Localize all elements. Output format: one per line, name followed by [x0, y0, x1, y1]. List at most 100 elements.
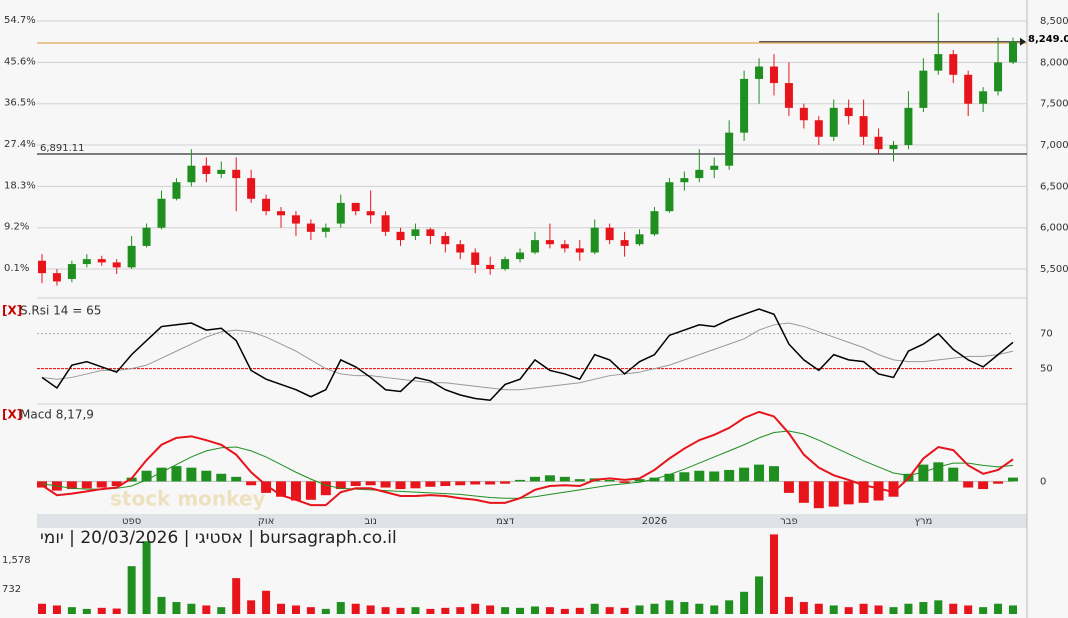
- candle-body: [67, 264, 76, 279]
- volume-bar: [949, 603, 958, 614]
- volume-bar: [67, 607, 76, 614]
- candle-body: [725, 132, 734, 166]
- macd-histogram-bar: [843, 481, 854, 505]
- volume-bar: [784, 596, 793, 614]
- candle-body: [351, 202, 360, 212]
- y2-tick-label: 18.3%: [4, 180, 36, 191]
- volume-bar: [471, 603, 480, 614]
- volume-bar: [112, 608, 121, 614]
- candle-body: [112, 262, 121, 268]
- macd-histogram-bar: [933, 462, 944, 482]
- volume-bar: [516, 607, 525, 614]
- volume-bar: [560, 608, 569, 614]
- candle-body: [336, 202, 345, 224]
- last-price-label: 8,249.00: [1028, 34, 1068, 45]
- y2-tick-label: 45.6%: [4, 56, 36, 67]
- macd-histogram-bar: [261, 481, 272, 493]
- volume-bar: [187, 603, 196, 614]
- volume-bar: [575, 607, 584, 614]
- volume-bar: [97, 607, 106, 614]
- volume-bar: [814, 603, 823, 614]
- volume-bar: [859, 603, 868, 614]
- rsi-average-line: [41, 322, 1014, 391]
- macd-histogram-bar: [470, 481, 481, 485]
- candle-body: [202, 165, 211, 174]
- volume-bar: [247, 600, 256, 614]
- macd-histogram-bar: [500, 481, 511, 484]
- candle-body: [680, 178, 689, 183]
- y2-tick-label: 9.2%: [4, 222, 29, 233]
- volume-bar: [157, 596, 166, 614]
- candle-body: [187, 165, 196, 183]
- macd-histogram-bar: [918, 464, 929, 482]
- candle-body: [321, 227, 330, 232]
- candle-body: [799, 107, 808, 121]
- macd-histogram-bar: [619, 481, 630, 483]
- volume-bar: [964, 605, 973, 614]
- candle-body: [217, 169, 226, 174]
- candle-body: [665, 182, 674, 212]
- y-tick-label: 6,500: [1040, 181, 1068, 192]
- macd-histogram-bar: [544, 475, 555, 482]
- macd-histogram-bar: [365, 481, 376, 486]
- watermark: stock monkey: [110, 487, 266, 511]
- candle-body: [127, 245, 136, 268]
- macd-histogram-bar: [559, 476, 570, 482]
- candle-body: [38, 260, 46, 274]
- volume-bar: [82, 608, 91, 614]
- macd-histogram-bar: [694, 470, 705, 482]
- volume-bar: [695, 603, 704, 614]
- volume-bar: [336, 602, 345, 614]
- volume-bar: [411, 607, 420, 614]
- volume-bar: [52, 605, 61, 614]
- y2-tick-label: 27.4%: [4, 139, 36, 150]
- volume-bar: [142, 541, 151, 614]
- macd-tick-label: 0: [1040, 476, 1046, 487]
- rsi-line: [41, 308, 1014, 402]
- macd-histogram-bar: [231, 476, 242, 482]
- macd-histogram-bar: [813, 481, 824, 509]
- volume-bar: [650, 603, 659, 614]
- macd-line: [41, 410, 1014, 507]
- chart-title: bursagraph.co.il | אסטיגי | 20/03/2026 |…: [40, 528, 397, 548]
- panel-title: S.Rsi 14 = 65: [20, 304, 101, 318]
- macd-histogram-bar: [156, 467, 167, 482]
- macd-histogram-bar: [664, 473, 675, 482]
- candle-body: [366, 211, 375, 216]
- y2-tick-label: 36.5%: [4, 98, 36, 109]
- macd-histogram-bar: [141, 470, 152, 482]
- volume-bar: [799, 602, 808, 614]
- volume-bar: [426, 608, 435, 614]
- x-tick-label: 2026: [642, 516, 667, 527]
- candle-body: [441, 235, 450, 245]
- macd-histogram-bar: [724, 469, 735, 482]
- horizontal-line-label: 6,891.11: [40, 143, 85, 154]
- candle-body: [306, 223, 315, 232]
- candle-body: [844, 107, 853, 117]
- macd-histogram-bar: [395, 481, 406, 490]
- panel-close[interactable]: [X]: [2, 304, 22, 318]
- y-tick-label: 8,500: [1040, 16, 1068, 27]
- panel-close[interactable]: [X]: [2, 408, 22, 422]
- rsi-tick-label: 70: [1040, 329, 1053, 340]
- macd-histogram-bar: [798, 481, 809, 503]
- volume-bar: [441, 607, 450, 614]
- y2-tick-label: 0.1%: [4, 263, 29, 274]
- volume-bar: [994, 603, 1003, 614]
- volume-bar: [321, 608, 330, 614]
- x-tick-label: אוק: [258, 516, 275, 527]
- macd-histogram-bar: [828, 481, 839, 507]
- candle-body: [52, 273, 61, 282]
- candle-body: [635, 234, 644, 245]
- macd-histogram-bar: [485, 481, 496, 485]
- volume-bar: [127, 566, 136, 614]
- candle-body: [994, 62, 1003, 92]
- candle-body: [889, 145, 898, 150]
- candle-body: [904, 107, 913, 146]
- y-tick-label: 5,500: [1040, 264, 1068, 275]
- candle-body: [262, 198, 271, 212]
- macd-histogram-bar: [993, 481, 1004, 484]
- candle-body: [560, 244, 569, 249]
- macd-histogram-bar: [66, 481, 77, 490]
- volume-bar: [680, 602, 689, 614]
